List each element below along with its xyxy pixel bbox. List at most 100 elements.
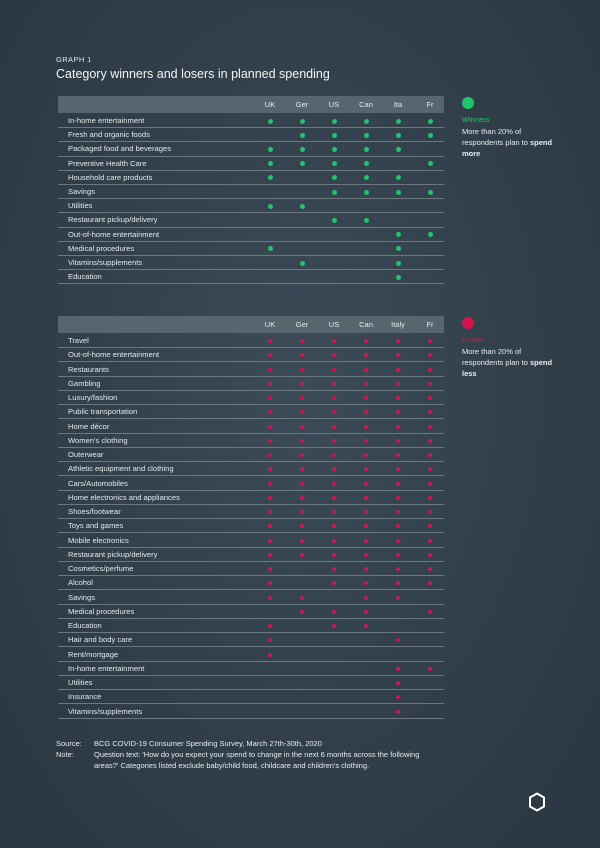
loser-dot — [268, 624, 272, 628]
winner-dot — [267, 161, 273, 167]
loser-dot — [364, 510, 368, 514]
loser-dot — [268, 524, 272, 529]
table-row: Education — [58, 270, 444, 285]
loser-dot — [364, 424, 368, 429]
loser-dot — [428, 567, 432, 571]
row-label: Rent/mortgage — [68, 649, 119, 659]
loser-dot — [300, 524, 304, 529]
losers-header: UK Ger US Can Italy Fr — [58, 316, 444, 333]
loser-dot — [428, 424, 432, 429]
row-label: Hair and body care — [68, 635, 133, 645]
column-header: UK — [264, 320, 276, 329]
loser-dot — [332, 581, 336, 586]
winner-dot — [267, 146, 273, 152]
column-header: Italy — [391, 320, 405, 329]
loser-dot — [396, 438, 400, 443]
row-label: Insurance — [68, 692, 102, 702]
table-row: Vitamins/supplements — [58, 705, 444, 719]
row-label: Shoes/footwear — [68, 507, 121, 516]
loser-dot — [300, 510, 304, 514]
column-header: Ger — [295, 100, 309, 109]
winner-dot — [395, 146, 401, 152]
loser-dot — [364, 495, 368, 500]
loser-dot — [428, 367, 432, 372]
winner-dot — [299, 203, 305, 209]
loser-dot — [300, 367, 304, 372]
loser-dot — [428, 481, 432, 486]
loser-dot — [268, 410, 272, 415]
table-row: Outerwear — [58, 448, 444, 463]
loser-dot — [268, 581, 272, 586]
row-label: Preventive Health Care — [68, 158, 147, 168]
loser-dot — [268, 396, 272, 400]
losers-legend-desc: More than 20% of respondents plan to — [462, 347, 528, 367]
loser-dot — [396, 381, 400, 386]
losers-legend-marker — [462, 317, 474, 329]
winner-dot — [427, 161, 433, 167]
table-row: Utilities — [58, 676, 444, 691]
note-text: Question text: 'How do you expect your s… — [94, 750, 420, 770]
loser-dot — [396, 595, 400, 600]
row-label: Women's clothing — [68, 435, 128, 445]
winner-dot — [363, 217, 369, 223]
row-label: Medical procedures — [68, 243, 135, 253]
row-label: In-home entertainment — [68, 663, 145, 673]
loser-dot — [396, 453, 400, 457]
loser-dot — [396, 567, 400, 571]
winner-dot — [363, 132, 369, 138]
winner-dot — [331, 217, 337, 223]
loser-dot — [332, 438, 336, 443]
winner-dot — [427, 232, 433, 238]
loser-dot — [428, 666, 432, 671]
winner-dot — [331, 146, 337, 152]
source-key: Source: — [56, 739, 82, 748]
loser-dot — [396, 367, 400, 372]
winners-legend-text: More than 20% of respondents plan to spe… — [462, 126, 562, 159]
winner-dot — [267, 175, 273, 181]
table-row: Home electronics and appliances — [58, 491, 444, 505]
loser-dot — [396, 424, 400, 429]
table-row: Household care products — [58, 171, 444, 185]
loser-dot — [396, 709, 400, 714]
loser-dot — [332, 609, 336, 614]
table-row: Restaurants — [58, 363, 444, 377]
table-row: Hair and body care — [58, 633, 444, 648]
row-label: Travel — [68, 336, 89, 345]
winner-dot — [331, 118, 337, 124]
winner-dot — [395, 260, 401, 266]
table-row: Restaurant pickup/delivery — [58, 213, 444, 228]
loser-dot — [300, 353, 304, 358]
winner-dot — [299, 118, 305, 124]
loser-dot — [364, 381, 368, 386]
row-label: Savings — [68, 592, 96, 602]
loser-dot — [364, 481, 368, 486]
winner-dot — [395, 246, 401, 252]
row-label: Utilities — [68, 678, 93, 687]
winner-dot — [427, 132, 433, 138]
column-header: US — [328, 320, 340, 329]
loser-dot — [428, 353, 432, 358]
loser-dot — [268, 438, 272, 443]
loser-dot — [364, 595, 368, 600]
winner-dot — [363, 161, 369, 167]
table-row: Home décor — [58, 420, 444, 434]
source-line: Source: BCG COVID-19 Consumer Spending S… — [56, 738, 456, 750]
loser-dot — [332, 510, 336, 514]
loser-dot — [428, 467, 432, 472]
loser-dot — [268, 567, 272, 571]
winners-legend-strong: spend more — [462, 138, 553, 158]
loser-dot — [428, 609, 432, 614]
loser-dot — [364, 410, 368, 415]
loser-dot — [428, 339, 432, 343]
loser-dot — [332, 453, 336, 457]
loser-dot — [364, 396, 368, 400]
loser-dot — [332, 424, 336, 429]
loser-dot — [332, 495, 336, 500]
row-label: Savings — [68, 187, 96, 196]
winner-dot — [267, 246, 273, 252]
loser-dot — [332, 624, 336, 628]
table-row: Insurance — [58, 690, 444, 705]
table-row: Alcohol — [58, 576, 444, 591]
loser-dot — [364, 524, 368, 529]
loser-dot — [428, 438, 432, 443]
